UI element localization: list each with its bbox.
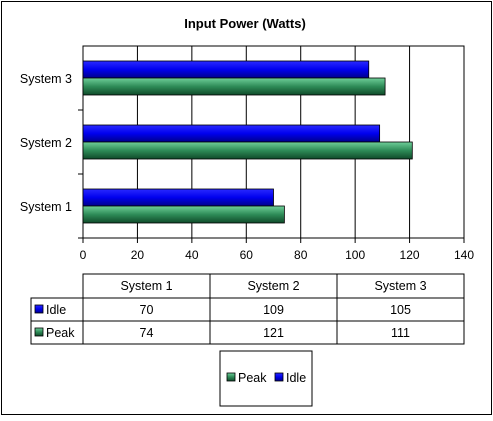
table-series-label: Peak	[46, 326, 75, 340]
x-tick-label: 0	[80, 248, 87, 262]
x-tick-label: 120	[400, 248, 420, 262]
table-header-cell: System 2	[247, 279, 299, 293]
table-series-label: Idle	[46, 303, 66, 317]
x-tick-label: 60	[240, 248, 254, 262]
category-label: System 1	[20, 200, 72, 214]
table-value-cell: 111	[391, 326, 410, 340]
bar-idle	[82, 188, 274, 207]
table-value-cell: 121	[263, 326, 284, 340]
bar-idle	[82, 124, 381, 143]
table-value-cell: 105	[390, 303, 411, 317]
legend: Peak Idle	[219, 350, 313, 407]
table-series-swatch	[34, 327, 44, 337]
category-label: System 3	[20, 72, 72, 86]
chart-title: Input Power (Watts)	[184, 16, 306, 31]
bar-peak	[82, 77, 386, 96]
x-tick-label: 80	[294, 248, 308, 262]
x-tick-label: 40	[185, 248, 199, 262]
legend-label-idle: Idle	[286, 371, 306, 385]
table-header-cell: System 3	[374, 279, 426, 293]
data-table: System 1 System 2 System 3 Idle 70 109 105 Peak…	[30, 273, 465, 345]
x-tick-label: 100	[345, 248, 365, 262]
bar-peak	[82, 205, 285, 224]
bar-peak	[82, 141, 413, 160]
plot-area: 0 20 40 60 80 100 120 140 System 1 System 2 System…	[20, 45, 474, 262]
table-value-cell: 70	[140, 303, 154, 317]
table-value-cell: 74	[140, 326, 154, 340]
legend-swatch-peak	[226, 372, 236, 382]
table-header-cell: System 1	[120, 279, 172, 293]
x-tick-label: 20	[131, 248, 145, 262]
table-series-swatch	[34, 304, 44, 314]
table-value-cell: 109	[263, 303, 284, 317]
bar-idle	[82, 60, 370, 79]
legend-label-peak: Peak	[238, 371, 267, 385]
category-label: System 2	[20, 136, 72, 150]
legend-swatch-idle	[274, 372, 284, 382]
x-tick-label: 140	[454, 248, 474, 262]
